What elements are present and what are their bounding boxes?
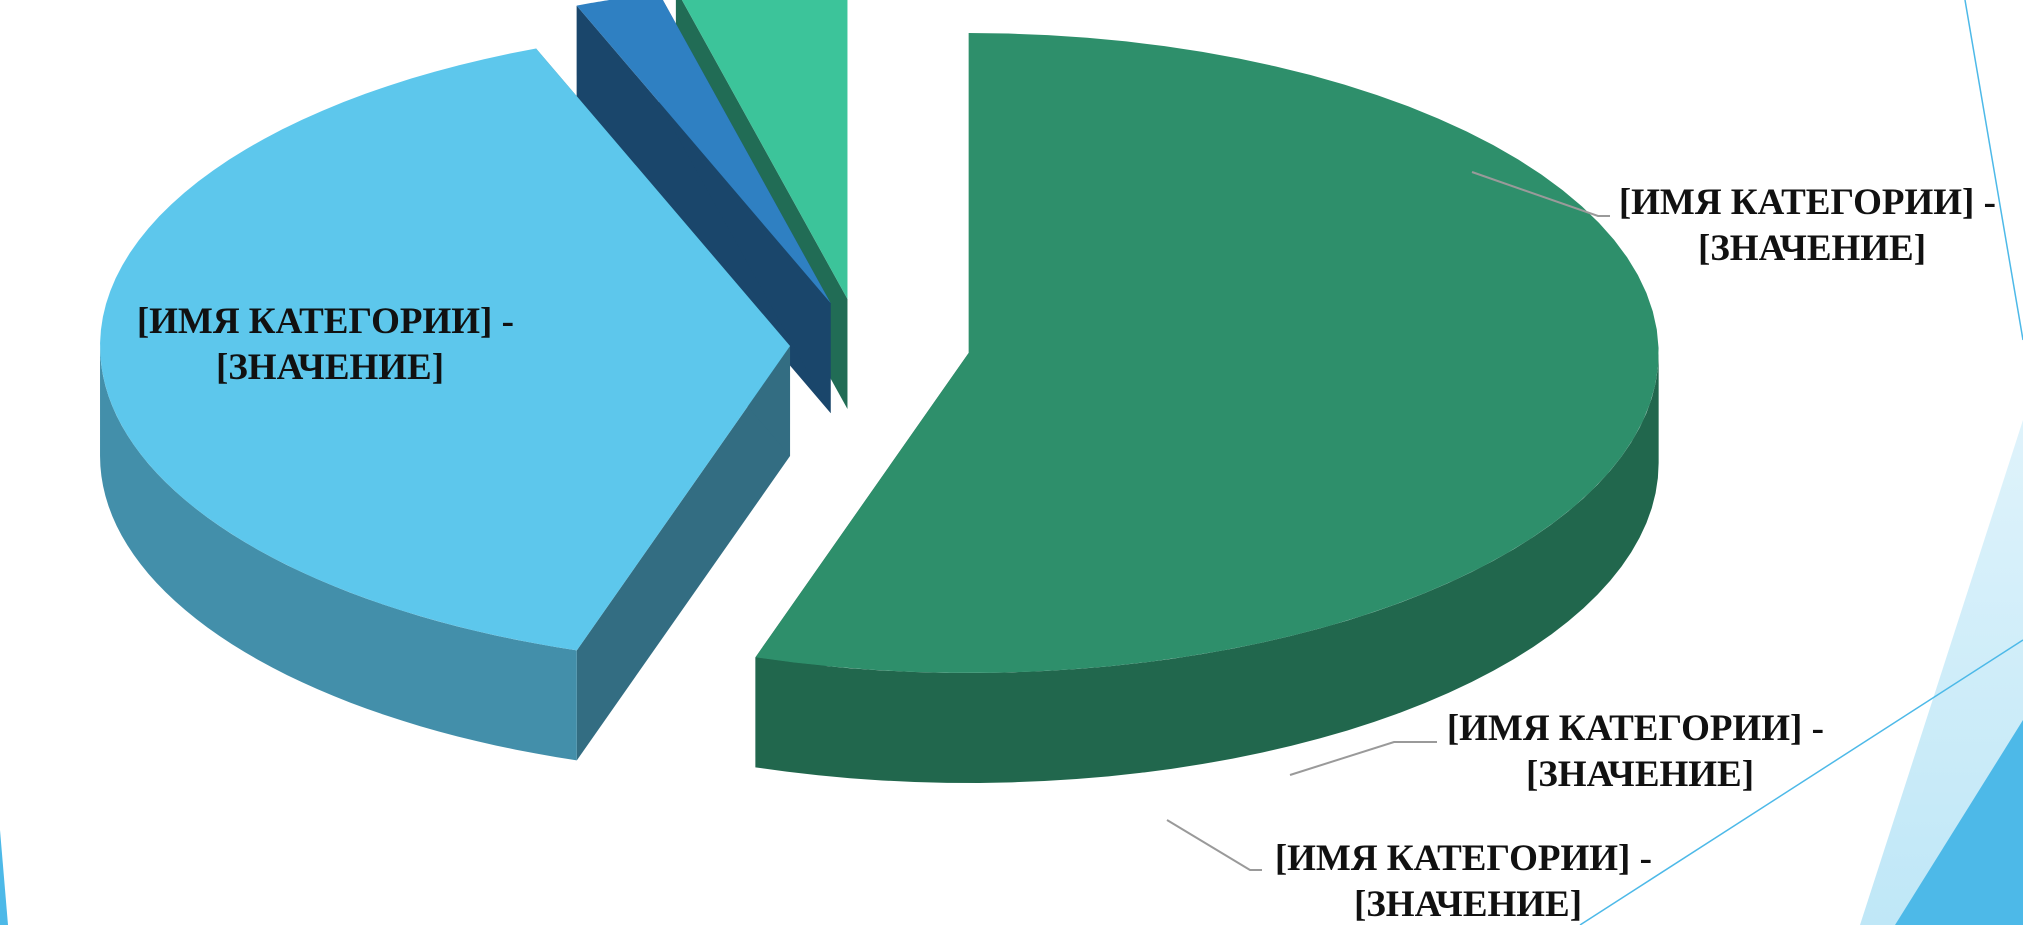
pie-slice-3 <box>576 0 831 414</box>
data-label-slice-3-line2: [ЗНАЧЕНИЕ] <box>1526 754 1754 795</box>
data-label-slice-4-line2: [ЗНАЧЕНИЕ] <box>1354 884 1582 925</box>
pie-slice-3-side-1 <box>576 5 831 414</box>
pie-slice-2 <box>100 48 791 761</box>
data-label-slice-2-line2: [ЗНАЧЕНИЕ] <box>1698 228 1926 269</box>
data-label-slice-3: [ИМЯ КАТЕГОРИИ] - [ЗНАЧЕНИЕ] <box>1447 708 1833 795</box>
pie-slice-2-side-1 <box>576 346 791 761</box>
data-label-slice-4-line1: [ИМЯ КАТЕГОРИИ] - <box>1275 838 1652 879</box>
leader-lines <box>1166 171 1610 871</box>
data-label-slice-1: [ИМЯ КАТЕГОРИИ] - [ЗНАЧЕНИЕ] <box>137 301 523 388</box>
pie-slice-4-top <box>681 0 848 299</box>
decor-line-right <box>1964 0 2023 341</box>
leader-line-slice-2 <box>1471 171 1610 217</box>
decor-line-diagonal <box>1579 639 2023 925</box>
pie-slice-1-outer-wall <box>755 352 1659 783</box>
decor-triangle-accent <box>1895 720 2023 925</box>
pie-slice-2-outer-wall <box>100 346 577 761</box>
pie-slices <box>100 0 1659 783</box>
leader-line-slice-3 <box>1289 741 1437 776</box>
pie-slice-3-top <box>576 0 831 304</box>
data-label-slice-1-line2: [ЗНАЧЕНИЕ] <box>216 347 444 388</box>
pie-slice-1 <box>755 32 1659 783</box>
data-labels: [ИМЯ КАТЕГОРИИ] - [ЗНАЧЕНИЕ] [ИМЯ КАТЕГО… <box>137 182 2005 925</box>
pie-slice-1-top <box>755 32 1659 673</box>
leader-line-slice-4 <box>1166 819 1262 871</box>
data-label-slice-3-line1: [ИМЯ КАТЕГОРИИ] - <box>1447 708 1824 749</box>
decor-left-sliver <box>0 830 8 925</box>
pie-slice-2-top <box>100 48 791 651</box>
data-label-slice-2-line1: [ИМЯ КАТЕГОРИИ] - <box>1619 182 1996 223</box>
data-label-slice-1-line1: [ИМЯ КАТЕГОРИИ] - <box>137 301 514 342</box>
data-label-slice-4: [ИМЯ КАТЕГОРИИ] - [ЗНАЧЕНИЕ] <box>1275 838 1661 925</box>
data-label-slice-2: [ИМЯ КАТЕГОРИИ] - [ЗНАЧЕНИЕ] <box>1619 182 2005 269</box>
